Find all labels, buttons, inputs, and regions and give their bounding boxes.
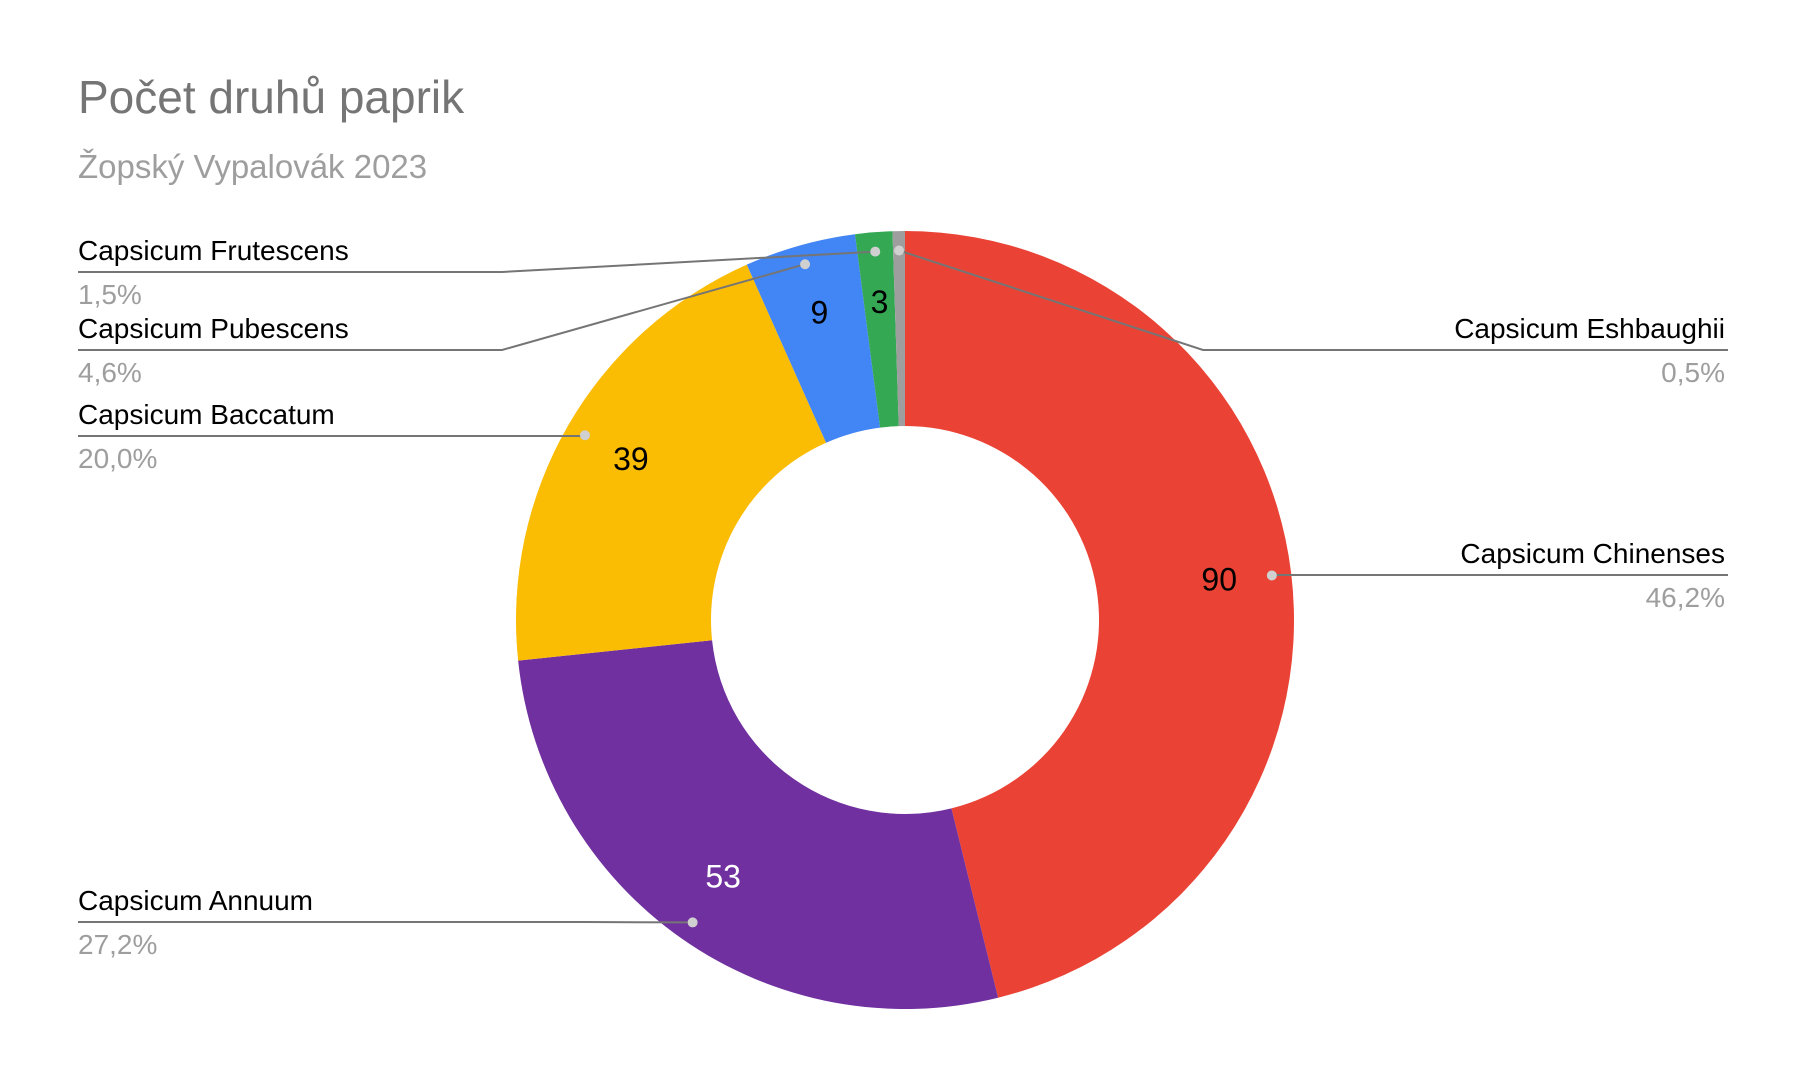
leader-dot bbox=[800, 259, 811, 270]
leader-line bbox=[78, 263, 806, 351]
value-label: 90 bbox=[1201, 561, 1237, 597]
value-label: 3 bbox=[871, 284, 889, 320]
slice bbox=[518, 640, 999, 1009]
leader-dot bbox=[894, 245, 905, 256]
percent-label: 0,5% bbox=[1661, 357, 1725, 388]
value-label: 39 bbox=[613, 441, 649, 477]
percent-label: 20,0% bbox=[78, 443, 157, 474]
value-label: 9 bbox=[810, 295, 828, 331]
percent-label: 4,6% bbox=[78, 357, 142, 388]
percent-label: 27,2% bbox=[78, 929, 157, 960]
legend-label: Capsicum Chinenses bbox=[1460, 538, 1725, 569]
value-label: 53 bbox=[705, 858, 741, 894]
leader-line bbox=[78, 250, 876, 273]
legend-label: Capsicum Pubescens bbox=[78, 313, 349, 344]
leader-dot bbox=[579, 430, 590, 441]
slice bbox=[516, 264, 827, 661]
percent-label: 46,2% bbox=[1646, 582, 1725, 613]
slice bbox=[855, 231, 899, 428]
chart-subtitle: Žopský Vypalovák 2023 bbox=[78, 148, 427, 185]
leader-dot bbox=[687, 917, 698, 928]
leader-dot bbox=[1266, 570, 1277, 581]
legend-label: Capsicum Baccatum bbox=[78, 399, 335, 430]
legend-label: Capsicum Frutescens bbox=[78, 235, 349, 266]
percent-label: 1,5% bbox=[78, 279, 142, 310]
chart-title: Počet druhů paprik bbox=[78, 71, 465, 123]
legend-label: Capsicum Eshbaughii bbox=[1454, 313, 1725, 344]
slice bbox=[892, 231, 905, 427]
slice bbox=[746, 234, 881, 443]
legend-label: Capsicum Annuum bbox=[78, 885, 313, 916]
leader-dot bbox=[870, 246, 881, 257]
leader-line bbox=[898, 249, 1728, 351]
leader-line bbox=[78, 435, 587, 437]
slice bbox=[905, 231, 1294, 998]
